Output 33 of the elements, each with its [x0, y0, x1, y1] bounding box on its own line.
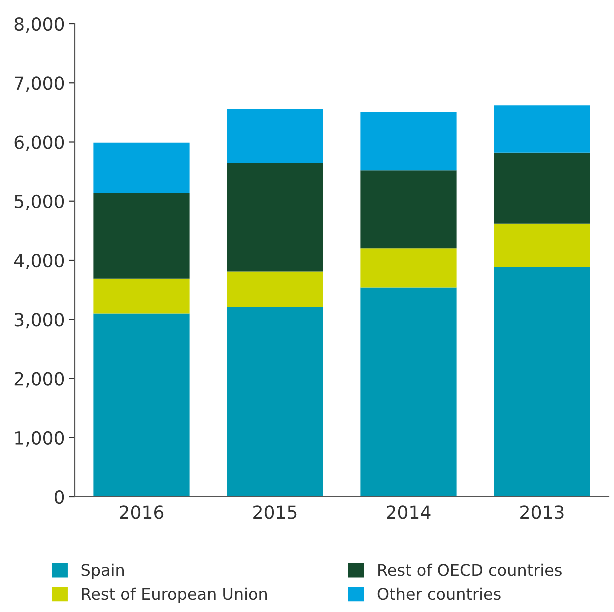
y-tick-label: 8,000: [14, 17, 64, 33]
legend-label: Rest of OECD countries: [378, 564, 562, 576]
bar: [360, 248, 457, 288]
bar: [227, 272, 324, 308]
x-tick-label: 2013: [520, 506, 564, 520]
y-tick-label: 2,000: [14, 372, 64, 388]
bar: [360, 288, 457, 497]
bar: [94, 314, 190, 497]
bar: [227, 162, 324, 272]
bar: [494, 224, 590, 268]
legend-label: Other countries: [378, 588, 501, 600]
y-tick-label: 4,000: [14, 254, 64, 270]
x-tick-label: 2015: [254, 506, 297, 520]
y-tick-label: 0: [54, 490, 64, 504]
x-tick-label: 2016: [120, 506, 164, 520]
bar: [494, 152, 590, 224]
bar: [94, 278, 190, 314]
bar: [494, 267, 590, 497]
y-tick-label: 1,000: [16, 431, 64, 447]
y-tick-label: 6,000: [14, 136, 64, 152]
bar: [360, 170, 457, 249]
bar: [227, 109, 324, 163]
legend-label: Spain: [82, 564, 124, 580]
bar: [227, 307, 324, 497]
y-tick-label: 3,000: [14, 313, 64, 329]
bar: [360, 112, 457, 171]
x-tick-label: 2014: [387, 506, 431, 520]
bar: [94, 193, 190, 279]
bar: [94, 142, 190, 194]
legend-label: Rest of European Union: [82, 588, 268, 604]
bar: [494, 106, 590, 153]
y-tick-label: 7,000: [15, 76, 64, 92]
y-tick-label: 5,000: [14, 194, 64, 210]
